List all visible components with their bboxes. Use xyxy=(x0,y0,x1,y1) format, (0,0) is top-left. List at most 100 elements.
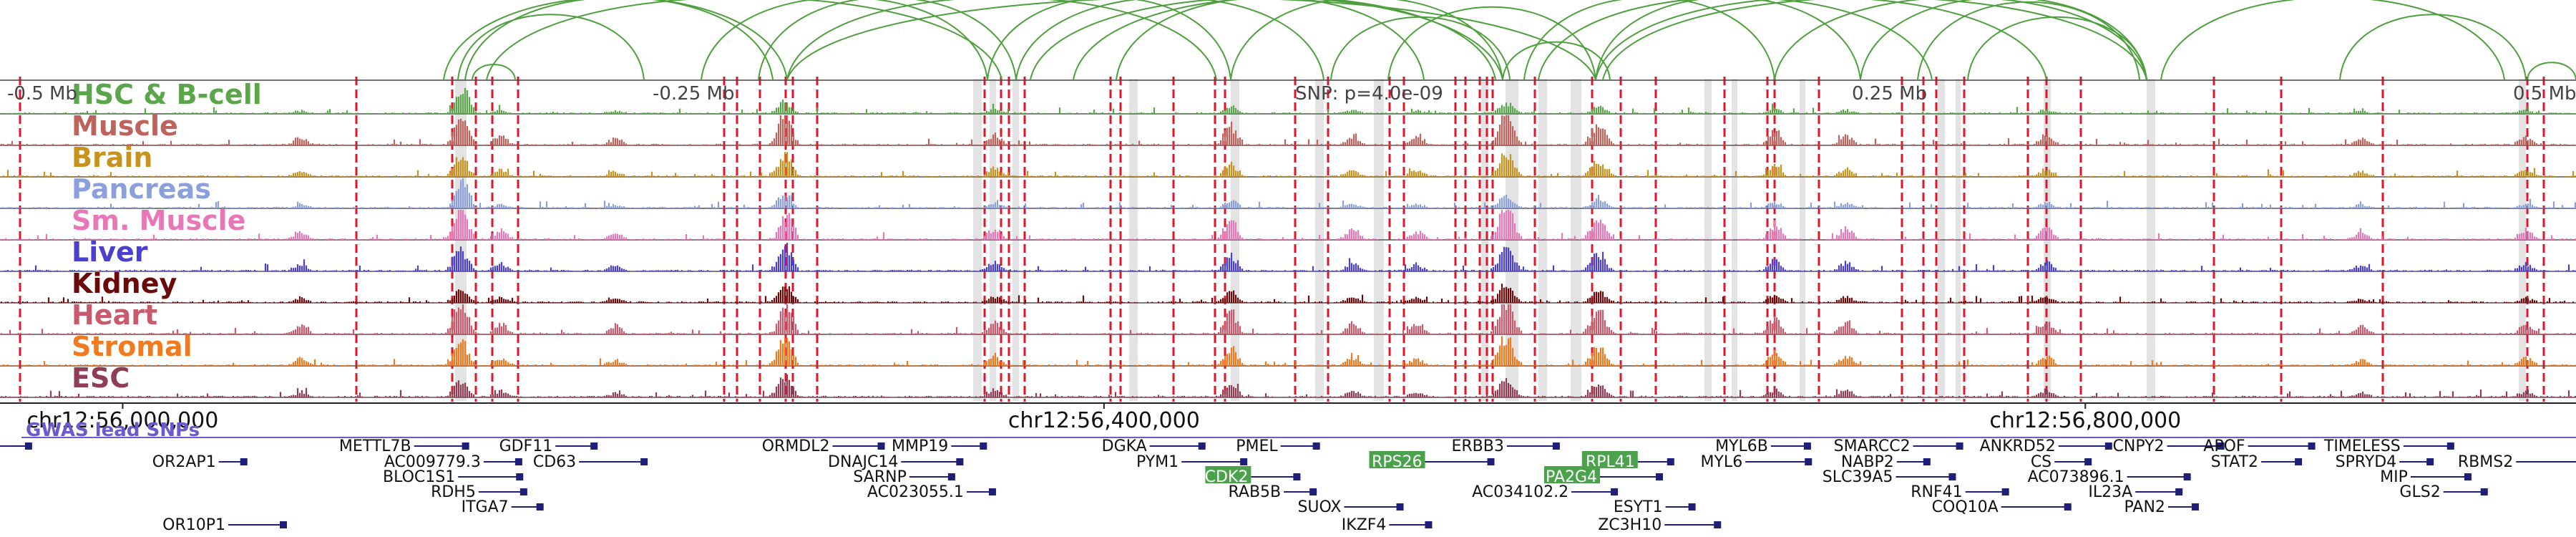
gene-label: ITGA7 xyxy=(462,498,509,516)
gwas-track-label: GWAS lead SNPs xyxy=(26,420,200,441)
gene-label: PA2G4 xyxy=(1546,468,1597,486)
track-signal xyxy=(0,336,2576,366)
gene-label: MYL6 xyxy=(1701,453,1743,471)
snp-pvalue-label: SNP: p=4.0e-09 xyxy=(1295,83,1443,105)
interaction-arc xyxy=(472,64,516,80)
gene-exon xyxy=(956,458,964,465)
coordinate-label: chr12:56,000,000 xyxy=(26,408,218,433)
interaction-arc xyxy=(1595,0,2047,80)
interaction-arc xyxy=(701,0,988,80)
gene-exon xyxy=(2446,442,2454,450)
gene-exon xyxy=(2426,458,2434,465)
interaction-arc xyxy=(1387,6,1596,80)
gene-label: OR2AP1 xyxy=(152,453,216,471)
interaction-arc xyxy=(2339,14,2527,80)
track-label: Pancreas xyxy=(72,173,211,205)
track-signal xyxy=(0,284,2575,303)
gene-label: AC073896.1 xyxy=(2028,468,2124,486)
track-signal xyxy=(0,210,2576,240)
gene-label: NABP2 xyxy=(1841,453,1894,471)
interaction-arc xyxy=(987,0,1231,80)
interaction-arc xyxy=(1523,0,1775,80)
interaction-arc xyxy=(1595,0,1861,80)
gene-label: ANKRD52 xyxy=(1980,437,2056,455)
gene-exon xyxy=(2217,442,2225,450)
track-signal xyxy=(2,243,2576,271)
offset-label: 0.5 Mb xyxy=(2513,83,2576,105)
interaction-arc xyxy=(1602,0,2147,80)
gene-label: APOF xyxy=(2203,437,2245,455)
gene-label: CS xyxy=(2031,453,2051,471)
gene-label: AC034102.2 xyxy=(1472,483,1568,501)
track-label: Kidney xyxy=(72,268,177,299)
gene-exon xyxy=(1803,442,1811,450)
gene-label: RDH5 xyxy=(431,483,476,501)
gene-exon xyxy=(1293,473,1301,480)
gene-label: ESYT1 xyxy=(1614,498,1663,516)
gene-label: CDK2 xyxy=(1205,468,1249,486)
interaction-arc xyxy=(1015,0,1324,80)
interaction-arc xyxy=(464,0,774,80)
track-signal xyxy=(0,178,2576,208)
offset-label: 0.25 Mb xyxy=(1852,83,1927,105)
gene-exon xyxy=(1487,458,1495,465)
gene-exon xyxy=(1309,488,1317,495)
track-signal xyxy=(0,115,2575,145)
gene-exon xyxy=(1552,442,1560,450)
track-label: Liver xyxy=(72,236,148,268)
gene-exon xyxy=(2191,503,2199,511)
offset-label: -0.5 Mb xyxy=(7,83,77,105)
gene-label: GDF11 xyxy=(499,437,553,455)
interaction-arc xyxy=(457,14,645,80)
gene-label: SMARCC2 xyxy=(1834,437,1911,455)
gene-exon xyxy=(988,488,996,495)
gene-label: IL23A xyxy=(2088,483,2132,501)
track-label: Heart xyxy=(72,299,157,331)
gene-exon xyxy=(462,442,469,450)
gene-exon xyxy=(1656,473,1663,480)
gene-exon xyxy=(2295,458,2303,465)
gene-label: MYL6B xyxy=(1715,437,1768,455)
gene-label: PMEL xyxy=(1236,437,1278,455)
gene-exon xyxy=(1956,442,1963,450)
gene-label: TIMELESS xyxy=(2323,437,2401,455)
interaction-arc xyxy=(1030,0,1503,80)
gene-exon xyxy=(1688,503,1696,511)
gene-label: BLOC1S1 xyxy=(383,468,455,486)
gene-exon xyxy=(2064,503,2072,511)
interaction-arc xyxy=(1116,0,1425,80)
gene-exon xyxy=(1805,458,1813,465)
gene-label: MMP19 xyxy=(892,437,948,455)
gene-exon xyxy=(516,473,524,480)
gene-exon xyxy=(1425,521,1433,528)
gene-label: CNPY2 xyxy=(2113,437,2165,455)
track-signal xyxy=(0,152,2576,177)
track-signal xyxy=(0,374,2576,397)
gene-exon xyxy=(280,521,287,528)
gene-exon xyxy=(1312,442,1320,450)
gene-exon xyxy=(1396,503,1404,511)
gene-exon xyxy=(1667,458,1674,465)
gene-exon xyxy=(2175,488,2183,495)
interaction-arc xyxy=(1230,0,1503,80)
gene-exon xyxy=(24,442,32,450)
gene-label: SPRYD4 xyxy=(2336,453,2397,471)
gene-exon xyxy=(947,473,955,480)
interaction-arc xyxy=(786,0,1596,80)
interaction-arc xyxy=(486,0,1002,80)
gene-label: ORMDL2 xyxy=(762,437,830,455)
gene-label: ZC3H10 xyxy=(1598,516,1662,534)
interaction-arc xyxy=(1502,41,1611,80)
gene-exon xyxy=(1240,458,1248,465)
gene-label: RAB5B xyxy=(1229,483,1282,501)
interaction-arc xyxy=(1774,0,2147,80)
interaction-arc xyxy=(786,0,1217,80)
gene-label: CD63 xyxy=(533,453,576,471)
gene-highlight-box xyxy=(1581,451,1638,468)
track-label: HSC & B-cell xyxy=(72,79,262,110)
gene-label: PYM1 xyxy=(1136,453,1179,471)
gene-exon xyxy=(1714,521,1722,528)
interaction-arc xyxy=(1917,1,2140,80)
gene-exon xyxy=(1198,442,1206,450)
